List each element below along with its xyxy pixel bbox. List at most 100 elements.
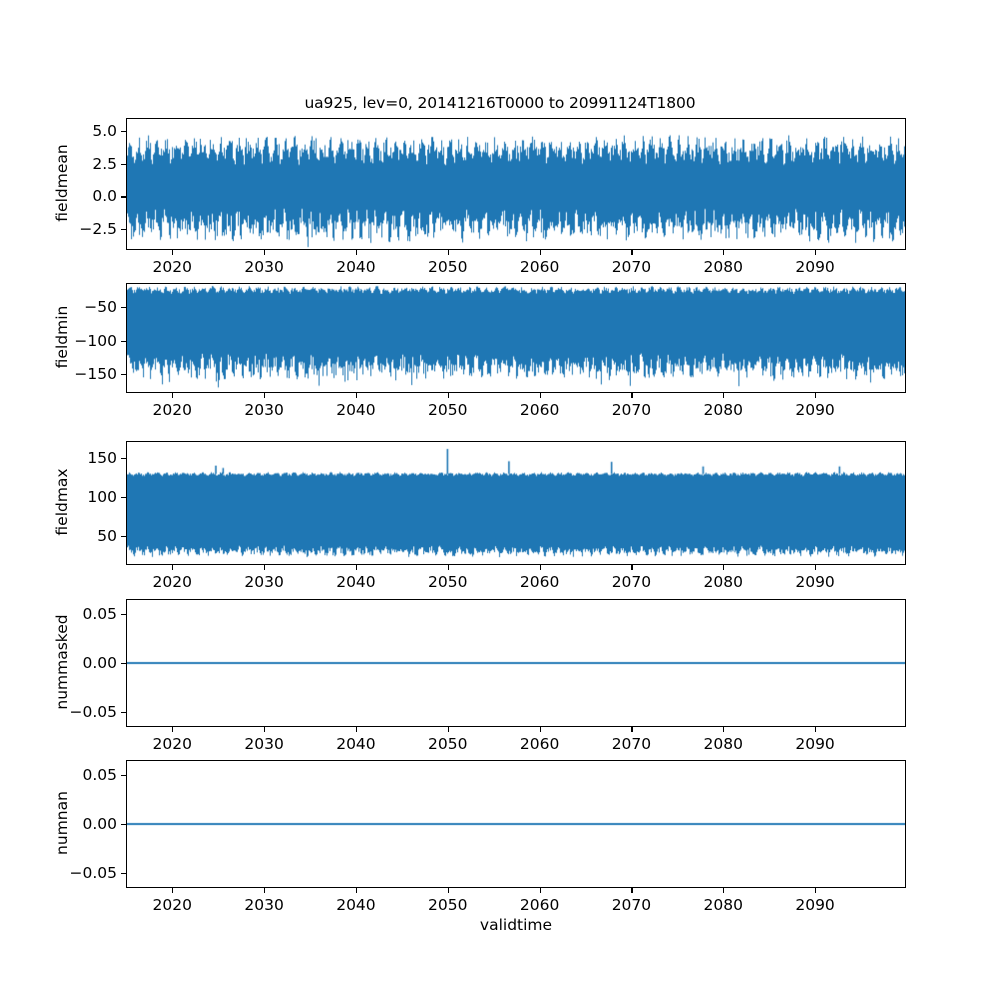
x-tick-mark-fieldmin (631, 393, 633, 398)
x-tick-label-fieldmean: 2060 (519, 258, 560, 276)
y-tick-label-fieldmean: 2.5 (92, 154, 117, 173)
x-tick-mark-numnan (172, 888, 174, 893)
x-tick-mark-fieldmax (172, 565, 174, 570)
y-tick-label-nummasked: −0.05 (69, 703, 118, 722)
x-tick-mark-nummasked (815, 727, 817, 732)
x-tick-label-numnan: 2060 (519, 896, 560, 914)
x-tick-mark-fieldmax (539, 565, 541, 570)
x-tick-mark-fieldmin (447, 393, 449, 398)
x-tick-label-fieldmax: 2030 (244, 573, 284, 591)
y-tick-mark-numnan (121, 824, 126, 826)
y-tick-mark-numnan (121, 774, 126, 776)
x-tick-mark-fieldmax (631, 565, 633, 570)
x-tick-label-numnan: 2040 (336, 896, 376, 914)
y-tick-label-fieldmin: −150 (74, 365, 117, 384)
x-tick-mark-nummasked (723, 727, 725, 732)
x-tick-label-fieldmin: 2040 (336, 401, 376, 419)
x-tick-mark-numnan (355, 888, 358, 893)
plot-area-numnan (127, 761, 905, 887)
x-tick-label-fieldmax: 2060 (519, 573, 560, 591)
x-tick-label-fieldmax: 2050 (428, 573, 468, 591)
x-tick-mark-fieldmin (355, 393, 358, 398)
x-tick-label-fieldmean: 2040 (336, 258, 376, 276)
y-tick-mark-fieldmax (121, 458, 126, 460)
x-tick-mark-fieldmin (172, 393, 174, 398)
x-tick-label-numnan: 2050 (428, 896, 468, 914)
x-tick-mark-fieldmax (723, 565, 725, 570)
y-axis-label-numnan: numnan (53, 791, 71, 855)
x-tick-mark-nummasked (631, 727, 633, 732)
x-tick-mark-fieldmin (264, 393, 266, 398)
x-tick-label-fieldmin: 2050 (428, 401, 468, 419)
y-tick-mark-nummasked (121, 663, 126, 665)
x-tick-label-numnan: 2070 (611, 896, 652, 914)
x-tick-label-numnan: 2030 (244, 896, 284, 914)
x-tick-label-nummasked: 2020 (152, 735, 193, 753)
x-tick-label-fieldmean: 2020 (152, 258, 193, 276)
x-tick-mark-fieldmean (355, 250, 358, 255)
x-tick-mark-numnan (815, 888, 817, 893)
subplot-numnan (126, 760, 906, 888)
x-tick-label-fieldmax: 2020 (152, 573, 193, 591)
y-tick-label-fieldmax: 150 (87, 449, 117, 468)
x-tick-label-nummasked: 2030 (244, 735, 284, 753)
y-tick-mark-fieldmean (121, 163, 126, 165)
x-tick-mark-fieldmean (815, 250, 817, 255)
x-tick-label-nummasked: 2070 (611, 735, 652, 753)
x-tick-mark-nummasked (264, 727, 266, 732)
x-tick-mark-fieldmean (447, 250, 449, 255)
x-tick-mark-nummasked (447, 727, 449, 732)
x-tick-mark-fieldmean (172, 250, 174, 255)
y-tick-mark-fieldmean (121, 131, 126, 133)
x-tick-mark-fieldmax (355, 565, 358, 570)
x-tick-mark-numnan (264, 888, 266, 893)
x-tick-label-fieldmean: 2050 (428, 258, 468, 276)
plot-area-fieldmax (127, 442, 905, 564)
x-tick-label-fieldmin: 2070 (611, 401, 652, 419)
x-tick-label-numnan: 2020 (152, 896, 193, 914)
x-tick-label-fieldmax: 2080 (703, 573, 743, 591)
y-tick-label-numnan: 0.00 (82, 815, 117, 833)
x-tick-mark-fieldmean (264, 250, 266, 255)
x-tick-mark-numnan (539, 888, 541, 893)
x-tick-label-nummasked: 2040 (336, 735, 376, 753)
x-tick-label-fieldmax: 2070 (611, 573, 652, 591)
x-tick-label-fieldmean: 2030 (244, 258, 284, 276)
subplot-nummasked (126, 599, 906, 727)
x-tick-mark-numnan (631, 888, 633, 893)
x-tick-mark-nummasked (355, 727, 358, 732)
y-tick-label-fieldmax: 100 (87, 487, 117, 506)
x-tick-label-fieldmax: 2040 (336, 573, 376, 591)
x-tick-label-nummasked: 2060 (519, 735, 560, 753)
y-axis-label-nummasked: nummasked (53, 614, 71, 710)
x-tick-mark-fieldmean (631, 250, 633, 255)
x-tick-mark-nummasked (539, 727, 541, 732)
y-tick-mark-fieldmin (121, 374, 126, 376)
y-tick-mark-fieldmean (121, 196, 126, 198)
x-tick-label-fieldmean: 2080 (703, 258, 743, 276)
x-tick-label-fieldmin: 2030 (244, 401, 284, 419)
y-axis-label-fieldmax: fieldmax (53, 468, 71, 536)
y-tick-mark-numnan (121, 873, 126, 875)
x-tick-mark-fieldmin (723, 393, 725, 398)
x-tick-mark-fieldmax (264, 565, 266, 570)
y-tick-mark-fieldmean (121, 229, 126, 231)
y-tick-mark-nummasked (121, 712, 126, 714)
x-tick-label-fieldmin: 2090 (795, 401, 835, 419)
y-axis-label-fieldmin: fieldmin (53, 305, 71, 369)
x-tick-label-nummasked: 2050 (428, 735, 468, 753)
y-tick-label-fieldmin: −50 (84, 298, 117, 317)
x-tick-label-fieldmin: 2060 (519, 401, 560, 419)
x-tick-mark-fieldmean (539, 250, 541, 255)
y-tick-mark-fieldmax (121, 496, 126, 498)
subplot-fieldmax (126, 441, 906, 565)
y-tick-mark-nummasked (121, 613, 126, 615)
plot-area-nummasked (127, 600, 905, 726)
x-tick-label-nummasked: 2090 (795, 735, 835, 753)
plot-area-fieldmin (127, 284, 905, 392)
y-tick-label-numnan: 0.05 (82, 765, 117, 784)
x-tick-label-numnan: 2080 (703, 896, 743, 914)
x-tick-label-fieldmin: 2020 (152, 401, 193, 419)
y-tick-label-numnan: −0.05 (69, 864, 118, 883)
